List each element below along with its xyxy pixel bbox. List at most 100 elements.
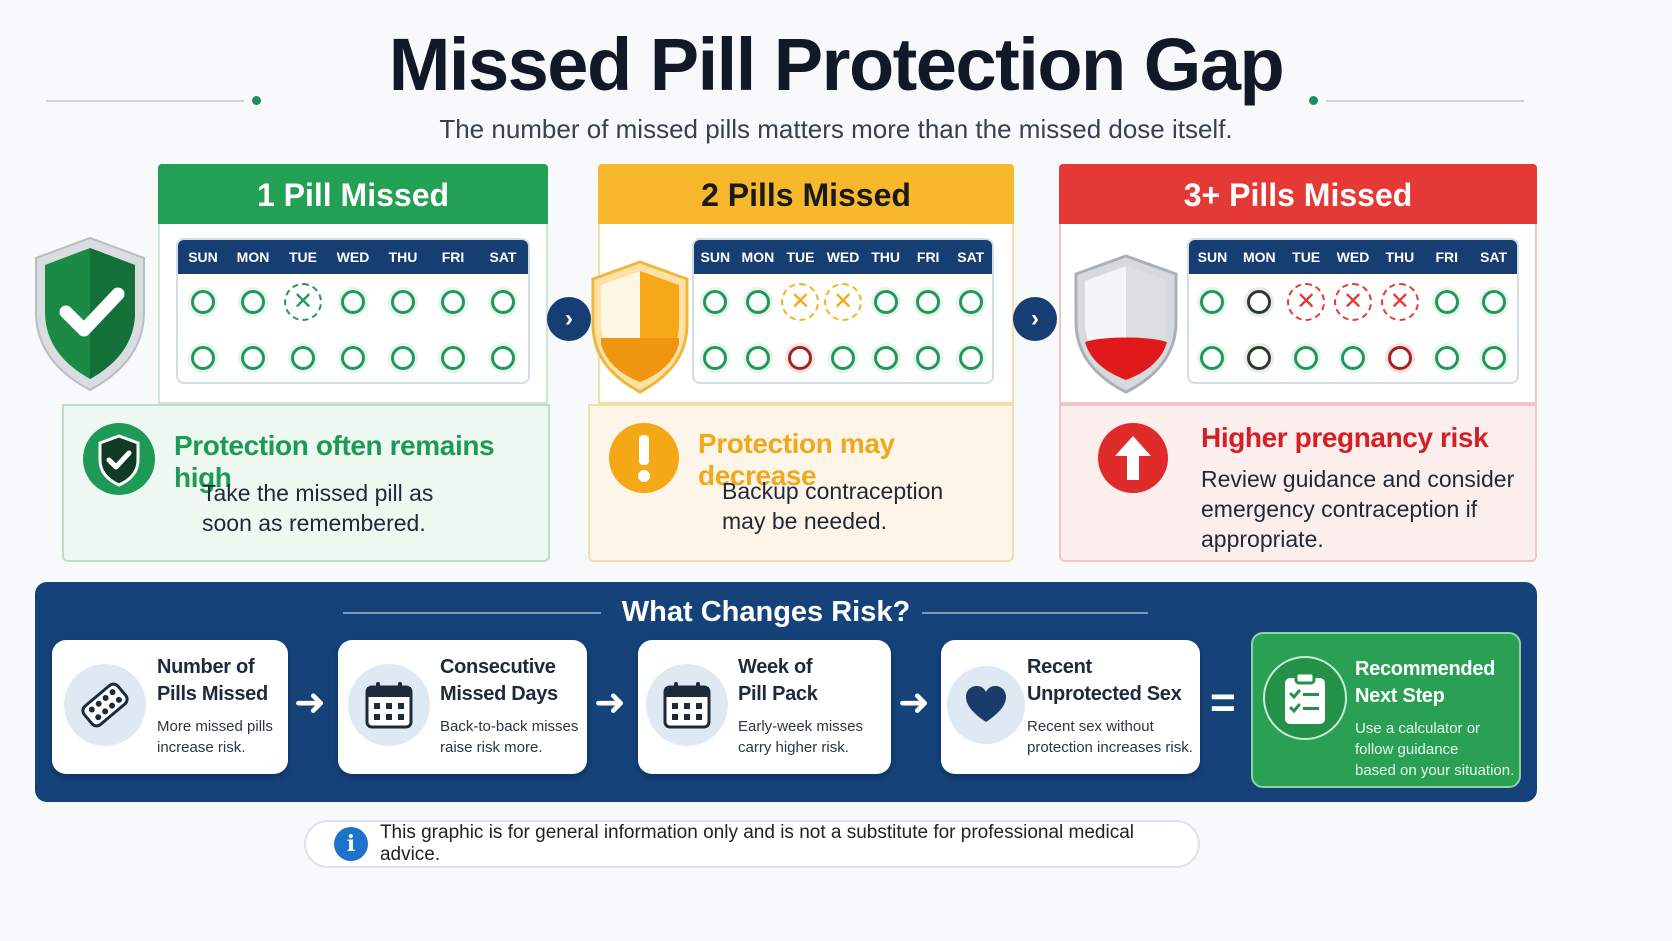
calendar-row [694, 330, 992, 382]
panel-heading: 1 Pill Missed [158, 164, 548, 224]
risk-card-week-of-pack: Week of Pill Pack Early-week misses carr… [638, 640, 891, 774]
calendar-cell [1470, 290, 1517, 314]
pill-blister-icon [64, 664, 146, 746]
shield-half-icon [591, 260, 689, 394]
next-arrow-icon: › [1013, 297, 1057, 341]
calendar-cell [478, 290, 528, 314]
header-divider-right [1326, 100, 1524, 102]
card-title: Pills Missed [157, 683, 268, 705]
taken-pill-icon [241, 346, 265, 370]
missed-pill-icon: ✕ [284, 283, 322, 321]
calendar-row: ✕ [178, 274, 528, 330]
taken-pill-icon [491, 290, 515, 314]
taken-pill-icon [831, 346, 856, 370]
card-content: Consecutive Missed Days Back-to-back mis… [440, 654, 586, 758]
calendar-cell [694, 290, 737, 314]
calendar-cell [1376, 346, 1423, 370]
status-text: Review guidance and consider emergency c… [1201, 464, 1514, 554]
warning-icon [609, 423, 679, 493]
card-text: Recent sex without [1027, 718, 1154, 735]
calendar-cell: ✕ [1376, 283, 1423, 321]
calendar-cell [1189, 346, 1236, 370]
taken-pill-icon [341, 290, 365, 314]
calendar-cell [228, 346, 278, 370]
card-text: Early-week misses [738, 718, 864, 735]
card-text: carry higher risk. [738, 739, 849, 756]
calendar-cell [949, 346, 992, 370]
card-title: Next Step [1355, 685, 1445, 707]
calendar-row [178, 330, 528, 382]
calendar-cell [907, 290, 950, 314]
calendar-cell: ✕ [779, 283, 822, 321]
calendar-cell: ✕ [822, 283, 865, 321]
taken-pill-icon [1434, 290, 1459, 314]
status-text-line: may be needed. [722, 508, 887, 534]
calendar-cell [478, 346, 528, 370]
card-title: Unprotected Sex [1027, 683, 1182, 705]
calendar-cell [1470, 346, 1517, 370]
risk-card-unprotected-sex: Recent Unprotected Sex Recent sex withou… [941, 640, 1200, 774]
day-label: SUN [1197, 249, 1228, 265]
day-label: MON [741, 249, 775, 265]
card-text: protection increases risk. [1027, 739, 1193, 756]
disclaimer-text: This graphic is for general information … [379, 822, 1134, 865]
status-text-line: Take the missed pill as [202, 480, 434, 506]
taken-pill-icon [391, 346, 415, 370]
day-label: THU [1385, 249, 1415, 265]
calendar-cell [949, 290, 992, 314]
taken-pill-icon [191, 346, 215, 370]
calendar-cell [737, 346, 780, 370]
risk-card-consecutive-days: Consecutive Missed Days Back-to-back mis… [338, 640, 587, 774]
taken-pill-icon [958, 346, 983, 370]
card-title: Pill Pack [738, 683, 818, 705]
taken-pill-icon [745, 346, 770, 370]
page-subtitle: The number of missed pills matters more … [439, 114, 1233, 144]
card-text: based on your situation. [1355, 762, 1515, 779]
calendar-cell [864, 346, 907, 370]
info-icon: i [334, 827, 368, 861]
taken-pill-icon [241, 290, 265, 314]
missed-pill-icon: ✕ [781, 283, 820, 321]
missed-pill-icon: ✕ [824, 283, 863, 321]
calendar-cell [1189, 290, 1236, 314]
day-label: SAT [489, 249, 517, 265]
day-label: WED [336, 249, 370, 265]
taken-pill-icon [291, 346, 315, 370]
card-content: Number of Pills Missed More missed pills… [157, 654, 285, 758]
day-label: SUN [700, 249, 731, 265]
flow-arrow-icon: ➜ [594, 682, 626, 724]
calendar-cell [328, 346, 378, 370]
day-label: FRI [1435, 249, 1458, 265]
day-label: MON [236, 249, 270, 265]
calendar-row: ✕ ✕ ✕ [1189, 274, 1517, 330]
card-title: Week of [738, 656, 813, 678]
page-title: Missed Pill Protection Gap [388, 23, 1285, 106]
taken-pill-icon [1200, 290, 1225, 314]
taken-pill-icon [441, 346, 465, 370]
status-title: Protection often remains high [174, 430, 495, 493]
status-box-higher-risk: Higher pregnancy risk Review guidance an… [1059, 404, 1537, 562]
panel-heading: 2 Pills Missed [598, 164, 1014, 224]
calendar-cell [1283, 346, 1330, 370]
band-divider-left [343, 612, 601, 614]
card-content: Recommended Next Step Use a calculator o… [1355, 656, 1521, 781]
taken-pill-icon [191, 290, 215, 314]
calendar-cell: ✕ [1283, 283, 1330, 321]
shield-check-icon [35, 236, 145, 392]
calendar-cell [1330, 346, 1377, 370]
day-label: THU [388, 249, 418, 265]
card-text: Back-to-back misses [440, 718, 579, 735]
arrow-up-icon [1098, 423, 1168, 493]
taken-pill-icon [745, 290, 770, 314]
taken-pill-icon [873, 290, 898, 314]
taken-pill-icon [1247, 290, 1272, 314]
status-text-line: Review guidance and consider [1201, 466, 1515, 492]
card-content: Recent Unprotected Sex Recent sex withou… [1027, 654, 1197, 758]
risk-card-pills-missed: Number of Pills Missed More missed pills… [52, 640, 288, 774]
next-arrow-icon: › [547, 297, 591, 341]
taken-pill-icon [1294, 346, 1319, 370]
missed-pill-icon: ✕ [1287, 283, 1326, 321]
pill-calendar: SUN MON TUE WED THU FRI SAT ✕ ✕ ✕ [1187, 238, 1519, 384]
taken-pill-icon [1200, 346, 1225, 370]
equals-icon: = [1210, 678, 1236, 727]
